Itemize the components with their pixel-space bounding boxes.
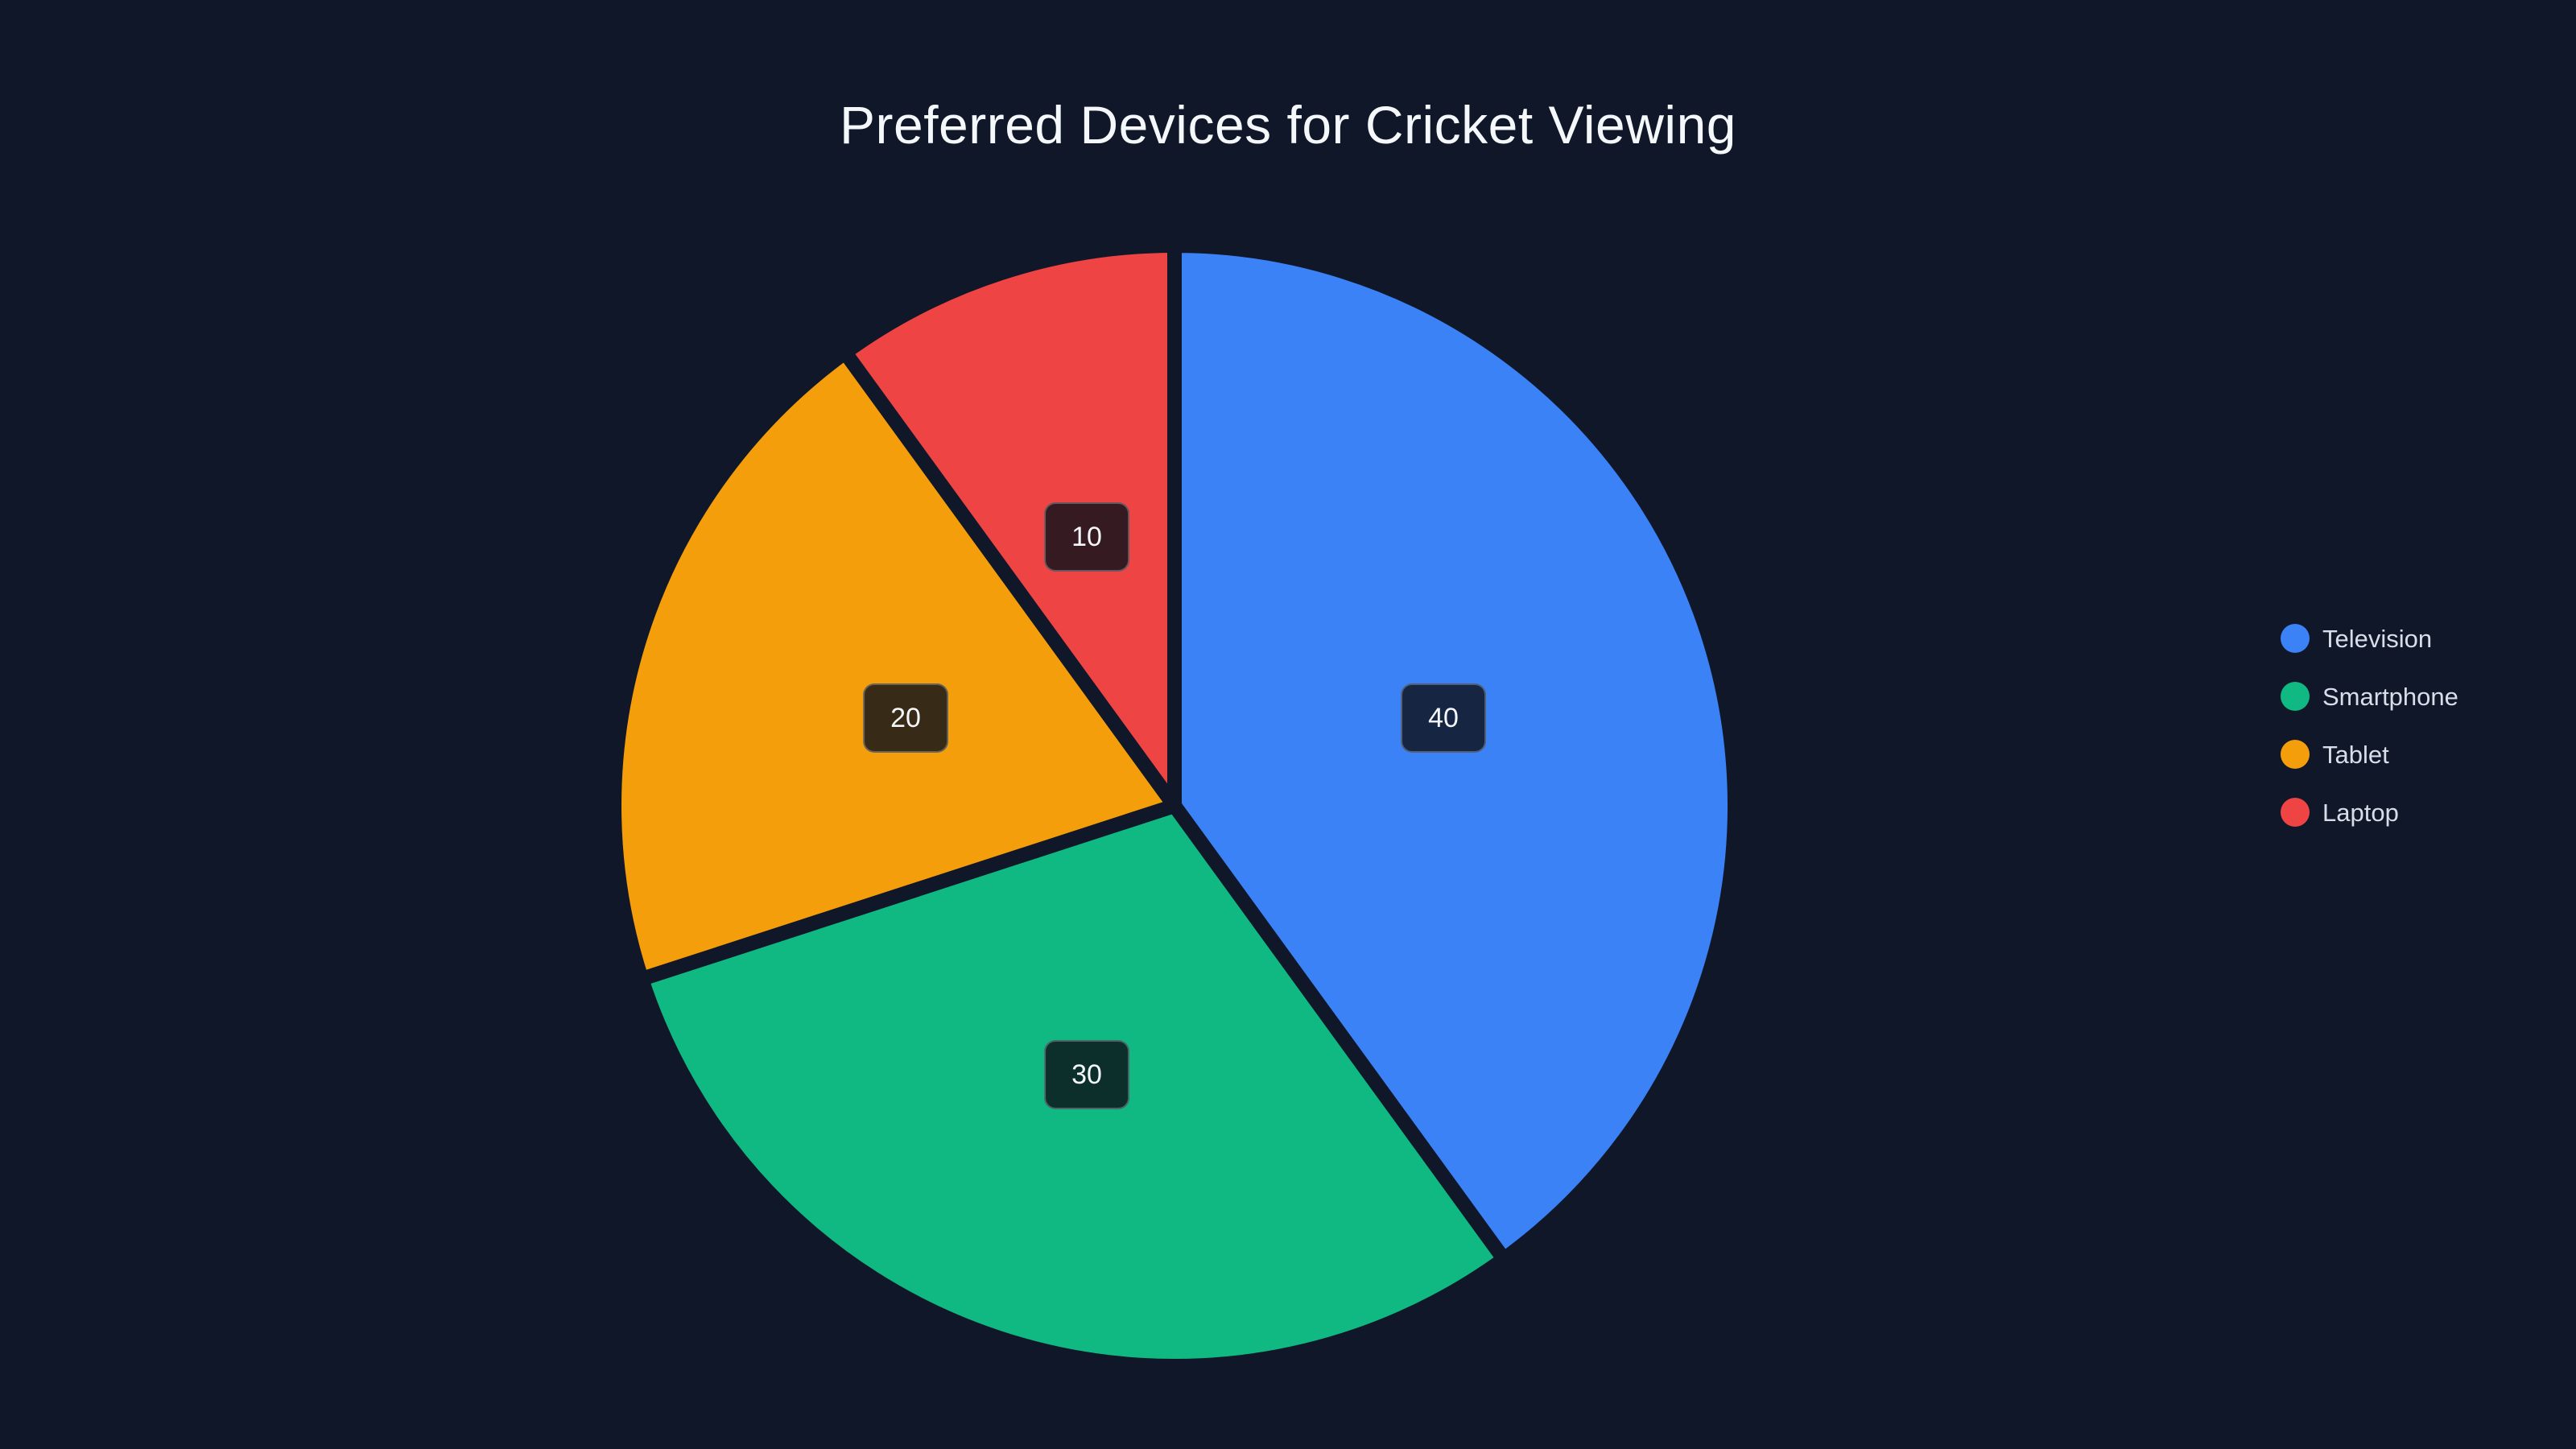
laptop-legend-dot-icon — [2281, 798, 2310, 827]
legend-item-television[interactable]: Television — [2281, 609, 2458, 667]
pie-slice-tablet[interactable] — [607, 345, 1182, 987]
television-legend-dot-icon — [2281, 624, 2310, 653]
legend-label-laptop: Laptop — [2322, 798, 2399, 827]
legend-item-laptop[interactable]: Laptop — [2281, 783, 2458, 841]
legend-label-smartphone: Smartphone — [2322, 682, 2458, 711]
smartphone-legend-dot-icon — [2281, 682, 2310, 711]
data-label-television: 40 — [1401, 683, 1486, 753]
legend-label-tablet: Tablet — [2322, 740, 2389, 769]
legend-item-tablet[interactable]: Tablet — [2281, 725, 2458, 783]
data-label-tablet: 20 — [863, 683, 948, 753]
legend-item-smartphone[interactable]: Smartphone — [2281, 667, 2458, 725]
chart-title: Preferred Devices for Cricket Viewing — [839, 95, 1736, 155]
data-label-laptop: 10 — [1044, 502, 1129, 572]
legend-label-television: Television — [2322, 624, 2433, 653]
legend: Television Smartphone Tablet Laptop — [2281, 609, 2458, 841]
pie-slice-laptop[interactable] — [837, 238, 1182, 813]
data-label-smartphone: 30 — [1044, 1040, 1129, 1109]
tablet-legend-dot-icon — [2281, 740, 2310, 769]
